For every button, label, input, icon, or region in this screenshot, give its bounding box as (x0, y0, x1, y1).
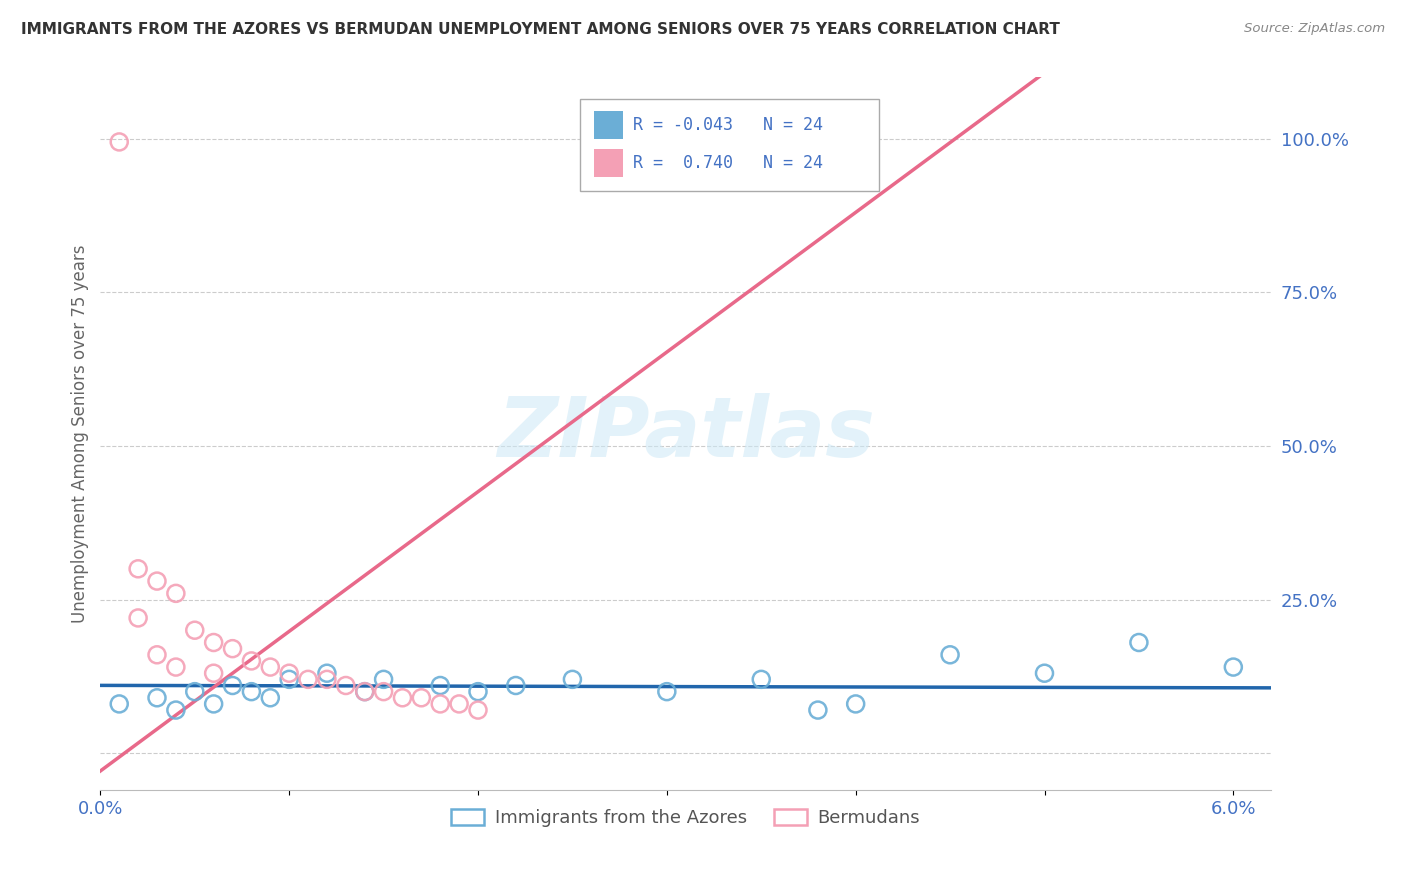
FancyBboxPatch shape (581, 99, 879, 192)
Point (202, 697, 225, 711)
Point (221, 678, 243, 692)
Text: R =  0.740   N = 24: R = 0.740 N = 24 (633, 154, 823, 172)
Point (353, 684, 375, 698)
Point (202, 635, 225, 649)
Point (939, 648, 962, 662)
Point (655, 684, 678, 698)
FancyBboxPatch shape (595, 149, 623, 178)
Text: ZIPatlas: ZIPatlas (496, 393, 875, 475)
Point (429, 697, 451, 711)
Point (259, 660, 281, 674)
Point (184, 684, 207, 698)
Point (278, 666, 301, 681)
Point (467, 684, 489, 698)
Point (127, 562, 149, 576)
Point (297, 673, 319, 687)
Point (259, 690, 281, 705)
Point (316, 666, 339, 681)
Point (165, 660, 187, 674)
Point (108, 697, 131, 711)
Point (467, 703, 489, 717)
Point (561, 673, 583, 687)
Point (845, 697, 868, 711)
Point (1033, 666, 1056, 681)
Point (505, 678, 527, 692)
Point (184, 624, 207, 638)
Point (411, 690, 433, 705)
Point (449, 697, 471, 711)
Y-axis label: Unemployment Among Seniors over 75 years: Unemployment Among Seniors over 75 years (72, 244, 89, 623)
Point (1222, 660, 1244, 674)
Text: Source: ZipAtlas.com: Source: ZipAtlas.com (1244, 22, 1385, 36)
Point (353, 684, 375, 698)
Point (165, 703, 187, 717)
Point (316, 673, 339, 687)
Point (807, 703, 830, 717)
Text: R = -0.043   N = 24: R = -0.043 N = 24 (633, 116, 823, 134)
Point (146, 648, 169, 662)
Point (373, 684, 395, 698)
Point (108, 135, 131, 149)
Point (429, 678, 451, 692)
Point (1128, 635, 1150, 649)
Point (202, 666, 225, 681)
Point (749, 673, 772, 687)
Point (146, 690, 169, 705)
Legend: Immigrants from the Azores, Bermudans: Immigrants from the Azores, Bermudans (444, 802, 927, 834)
Point (146, 574, 169, 588)
Point (240, 654, 263, 668)
Point (391, 690, 413, 705)
Point (278, 673, 301, 687)
Point (240, 684, 263, 698)
Point (221, 641, 243, 656)
FancyBboxPatch shape (595, 111, 623, 139)
Point (335, 678, 357, 692)
Text: IMMIGRANTS FROM THE AZORES VS BERMUDAN UNEMPLOYMENT AMONG SENIORS OVER 75 YEARS : IMMIGRANTS FROM THE AZORES VS BERMUDAN U… (21, 22, 1060, 37)
Point (127, 611, 149, 625)
Point (373, 673, 395, 687)
Point (165, 586, 187, 600)
